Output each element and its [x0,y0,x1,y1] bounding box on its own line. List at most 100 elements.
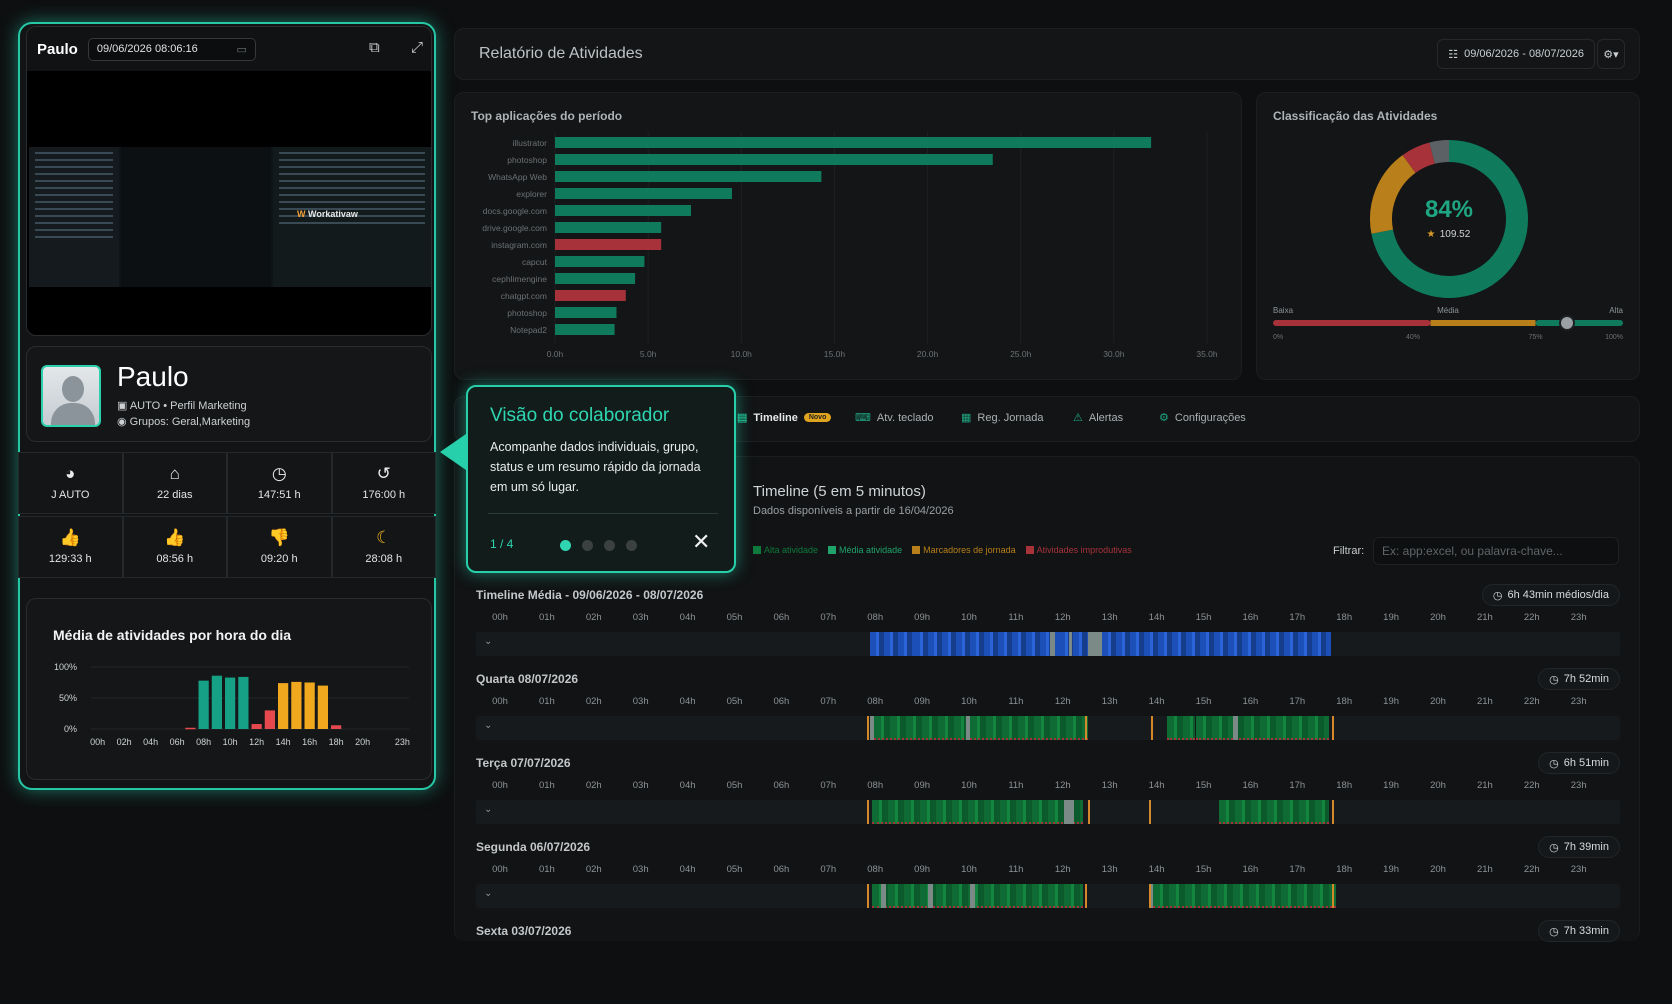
hour-label: 19h [1383,780,1400,791]
tour-dot-2[interactable] [582,540,593,551]
home-icon: ⌂ [169,464,180,483]
clock-icon: ◷ [1549,841,1559,854]
stat-cell: ☾ 28:08 h [331,516,436,578]
classification-score: 109.52 [1440,229,1471,240]
thumbnail-logo: W Workativaw [297,209,358,219]
viewer-header: Paulo 09/06/2026 08:06:16 ▭ ⧉ ⤢ [27,27,431,71]
x-tick-label: 06h [170,737,185,747]
hour-bar [264,710,275,729]
chevron-down-icon[interactable]: ⌄ [484,804,493,815]
profile-role: ▣ AUTO • Perfil Marketing [117,400,247,412]
day-title: Segunda 06/07/2026 [476,840,591,854]
hour-label: 12h [1054,612,1071,623]
tour-divider [488,513,718,514]
star-icon: ★ [1427,229,1436,240]
activity-segment [1101,632,1332,656]
hour-label: 13h [1101,696,1118,707]
hour-label: 08h [867,780,884,791]
activity-segment [1218,800,1330,824]
tour-arrow [440,434,466,470]
hour-label: 17h [1289,780,1306,791]
hour-labels: 00h 01h 02h 03h 04h 05h 06h 07h 08h 09h 10h 11h 12h 1… [492,864,1620,876]
timeline-track[interactable]: ⌄ [476,632,1620,656]
hour-label: 21h [1476,864,1493,875]
scale-label: Baixa [1273,306,1294,315]
tour-dot-3[interactable] [604,540,615,551]
x-tick-label: 14h [276,737,291,747]
hour-label: 06h [773,696,790,707]
hour-bar [185,727,196,730]
viewer-user-name: Paulo [37,40,78,58]
viewer-datetime-field[interactable]: 09/06/2026 08:06:16 ▭ [87,37,256,61]
expand-icon[interactable]: ⤢ [411,39,424,56]
chevron-down-icon[interactable]: ⌄ [484,636,493,647]
timeline-track[interactable]: ⌄ [476,716,1620,740]
activity-segment [871,884,1083,908]
tab-alertas[interactable]: ⚠ Alertas [1073,411,1124,425]
hour-bar [238,676,249,729]
hour-label: 19h [1383,696,1400,707]
tab-reg-jornada[interactable]: ▦ Reg. Jornada [961,411,1043,425]
hour-label: 10h [961,780,977,791]
app-bar [555,256,645,267]
hour-label: 18h [1336,780,1353,791]
legend-item: Alta atividade [753,545,818,555]
tour-dot-4[interactable] [626,540,637,551]
thumbs-up-icon: 👍 [164,528,186,547]
hour-label: 06h [773,864,790,875]
activity-gap [1068,632,1072,656]
report-settings-button[interactable]: ⚙▾ [1597,39,1625,69]
hour-label: 14h [1148,780,1165,791]
tab-label: Alertas [1088,411,1124,424]
hour-label: 15h [1195,780,1212,791]
day-timeline: Segunda 06/07/2026 ◷ 7h 39min 00h 01h 02h 03h 0… [476,836,1620,920]
journey-marker [1331,716,1334,740]
activity-segment [871,800,1083,824]
app-label: docs.google.com [483,206,547,216]
app-bar [555,239,662,250]
day-timeline: Sexta 03/07/2026 ◷ 7h 33min [476,920,1620,1004]
screenshot-viewer: Paulo 09/06/2026 08:06:16 ▭ ⧉ ⤢ W Workat… [26,26,432,336]
activity-gap [869,716,875,740]
tab-configura-es[interactable]: ⚙ Configurações [1159,411,1246,425]
timeline-track[interactable]: ⌄ [476,884,1620,908]
timeline-icon: ▤ [737,412,748,424]
chevron-down-icon[interactable]: ⌄ [484,720,493,731]
activity-gap [1064,800,1074,824]
keyboard-icon: ⌨ [855,412,871,424]
x-tick-label: 20.0h [917,349,939,359]
hour-bar [317,685,328,729]
chevron-down-icon[interactable]: ⌄ [484,888,493,899]
hour-label: 17h [1289,864,1306,875]
gear-icon: ⚙▾ [1603,48,1619,61]
tour-dot-1[interactable] [560,540,571,551]
app-bar [555,273,636,284]
activity-segment [914,632,1060,656]
app-bar [555,324,615,335]
timeline-track[interactable]: ⌄ [476,800,1620,824]
tab-timeline[interactable]: ▤ Timeline Novo [737,411,832,424]
legend-label: Atividades improdutivas [1036,545,1132,555]
hour-bar [211,675,222,729]
calendar-icon[interactable]: ▭ [236,43,247,56]
app-bar [555,137,1152,148]
filter-input[interactable] [1373,537,1619,565]
x-tick-label: 00h [90,737,105,747]
thumbs-down-icon: 👎 [268,528,290,547]
hour-label: 22h [1523,696,1540,707]
hourly-activity-card: Média de atividades por hora do dia 100%… [26,598,432,780]
screenshot-thumbnail[interactable]: W Workativaw [29,147,431,287]
hour-label: 01h [538,780,555,791]
x-tick-label: 10h [223,737,238,747]
close-icon[interactable]: ✕ [692,529,711,554]
hour-label: 11h [1008,864,1024,875]
tab-atv-teclado[interactable]: ⌨ Atv. teclado [855,411,934,425]
day-title: Timeline Média - 09/06/2026 - 08/07/2026 [476,588,704,602]
tab-label: Timeline [753,411,798,424]
external-link-icon[interactable]: ⧉ [369,39,380,56]
hour-label: 03h [632,780,649,791]
date-range-picker[interactable]: ☷ 09/06/2026 - 08/07/2026 [1437,39,1595,69]
app-bar [555,154,993,165]
hour-label: 18h [1336,612,1353,623]
donut-slice [1429,140,1450,164]
